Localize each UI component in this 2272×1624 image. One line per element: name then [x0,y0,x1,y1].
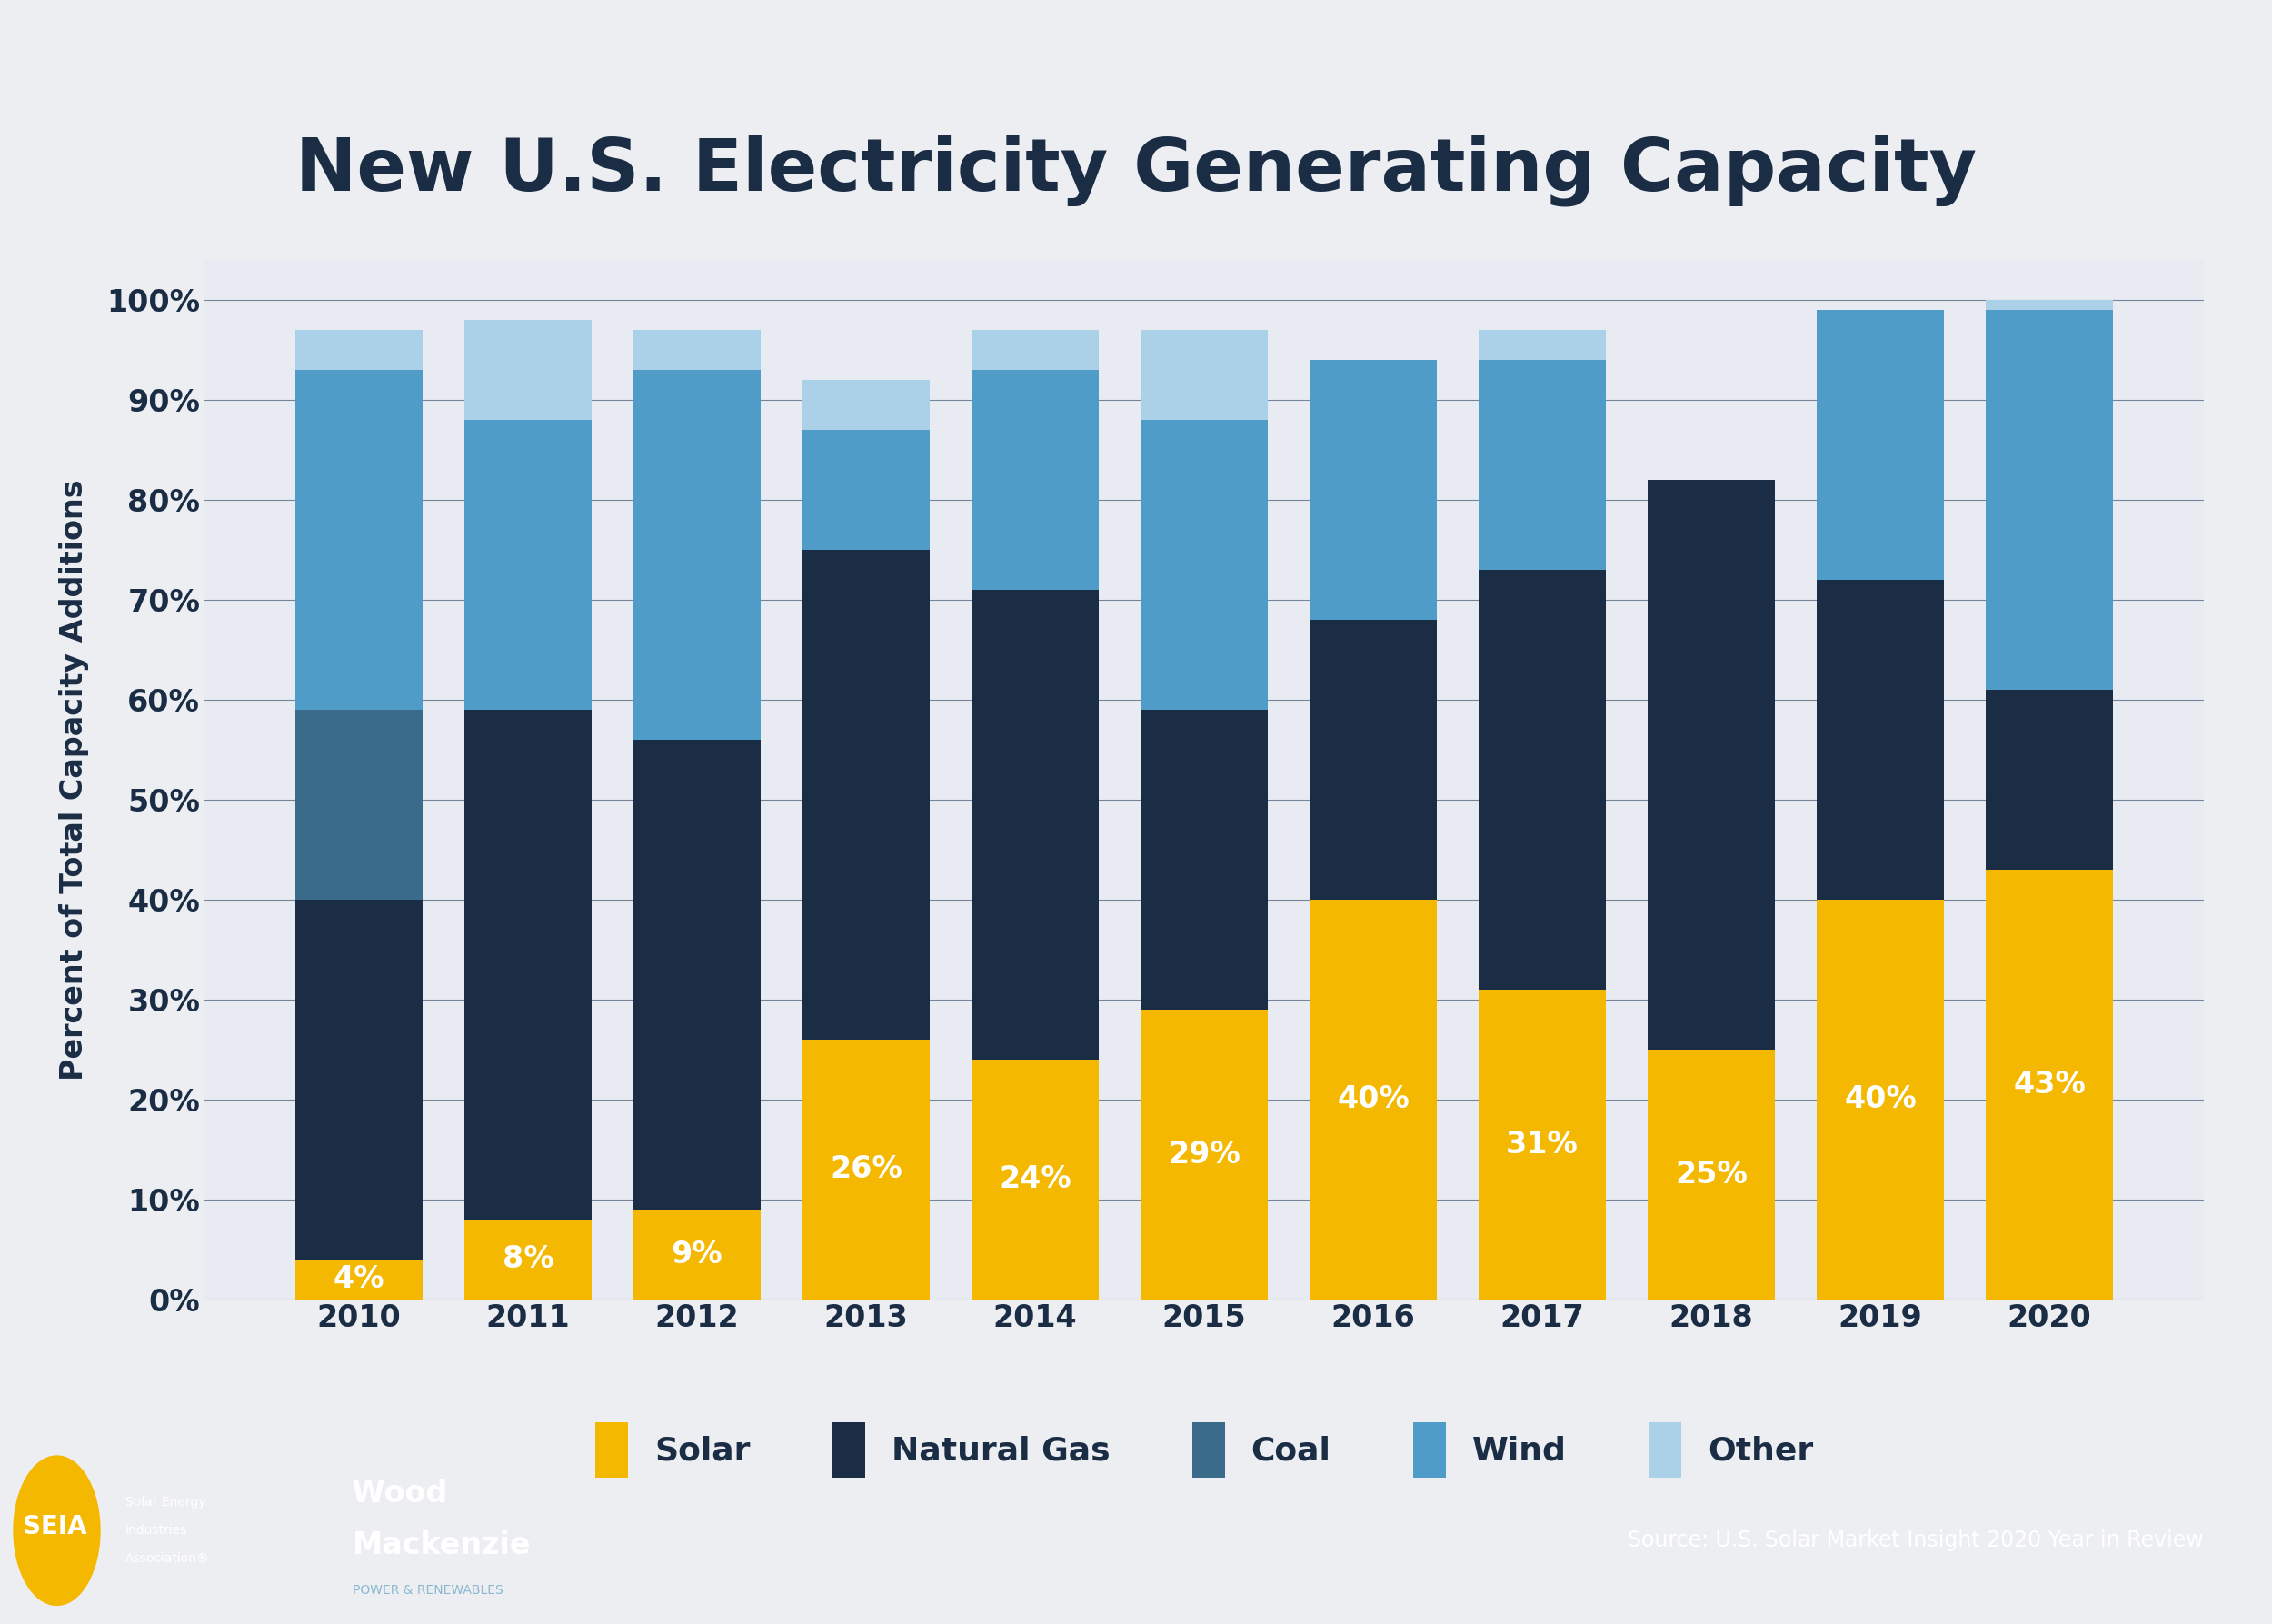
Bar [295,1259,423,1299]
Bar [1986,310,2113,690]
Bar [295,370,423,710]
Bar [1479,570,1606,989]
Bar [1479,989,1606,1299]
Bar [1311,361,1436,620]
Text: New U.S. Electricity Generating Capacity: New U.S. Electricity Generating Capacity [295,135,1977,206]
Bar [972,330,1097,370]
Bar [634,739,761,1210]
Bar [1818,900,1945,1299]
Bar [802,430,929,549]
Text: 9%: 9% [670,1239,722,1270]
Bar [634,1210,761,1299]
Bar [1818,310,1945,580]
Bar [463,710,591,1220]
Bar [1141,1010,1268,1299]
Text: Source: U.S. Solar Market Insight 2020 Year in Review: Source: U.S. Solar Market Insight 2020 Y… [1629,1530,2204,1551]
Text: POWER & RENEWABLES: POWER & RENEWABLES [352,1583,502,1596]
Text: 43%: 43% [2013,1069,2086,1099]
Bar [1141,710,1268,1010]
Bar [463,419,591,710]
Text: SEIA: SEIA [23,1514,86,1540]
Bar [295,900,423,1259]
Ellipse shape [14,1455,100,1605]
Text: 4%: 4% [334,1263,384,1294]
Bar [1141,419,1268,710]
Bar [295,710,423,900]
Bar [972,370,1097,590]
Text: Wood: Wood [352,1478,448,1509]
Bar [802,549,929,1039]
Bar [1818,580,1945,900]
Bar [463,1220,591,1299]
Text: 31%: 31% [1506,1129,1579,1160]
Text: Mackenzie: Mackenzie [352,1530,532,1561]
Text: Association®: Association® [125,1553,209,1566]
Bar [802,380,929,430]
Bar [1986,869,2113,1299]
Text: Solar Energy: Solar Energy [125,1496,204,1509]
Legend: Solar, Natural Gas, Coal, Wind, Other: Solar, Natural Gas, Coal, Wind, Other [582,1410,1827,1491]
Bar [1479,330,1606,361]
Bar [634,370,761,739]
Bar [463,320,591,419]
Bar [1141,330,1268,419]
Bar [1986,690,2113,869]
Bar [1986,300,2113,310]
Text: 25%: 25% [1674,1160,1747,1189]
Bar [1647,1049,1774,1299]
Bar [972,590,1097,1059]
Bar [1479,361,1606,570]
Text: 29%: 29% [1168,1140,1241,1169]
Text: 24%: 24% [1000,1164,1072,1194]
Text: 40%: 40% [1845,1085,1918,1114]
Text: Industries: Industries [125,1525,186,1536]
Bar [1647,479,1774,1049]
Text: 8%: 8% [502,1244,554,1275]
Bar [634,330,761,370]
Text: 26%: 26% [829,1155,902,1184]
Bar [1311,900,1436,1299]
Bar [802,1039,929,1299]
Text: 40%: 40% [1336,1085,1409,1114]
Bar [1311,620,1436,900]
Bar [972,1059,1097,1299]
Bar [295,330,423,370]
Y-axis label: Percent of Total Capacity Additions: Percent of Total Capacity Additions [59,479,89,1080]
